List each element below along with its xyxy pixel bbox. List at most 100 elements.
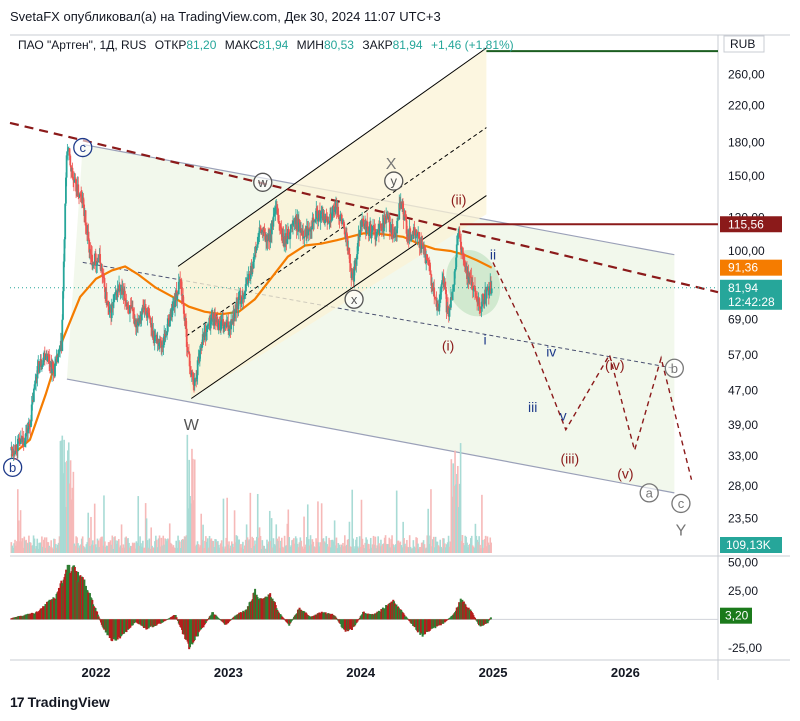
volume-bar: [348, 521, 351, 553]
candle: [222, 326, 225, 329]
volume-bar: [467, 547, 469, 553]
volume-bar: [24, 540, 27, 553]
volume-bar: [104, 541, 106, 553]
volume-bar: [138, 545, 140, 553]
volume-bar: [20, 541, 23, 553]
volume-bar: [124, 537, 127, 553]
candle: [58, 348, 61, 350]
candle: [404, 214, 406, 217]
time-tick-label: 2025: [479, 665, 508, 680]
oscillator-bar: [488, 619, 491, 621]
volume-bar: [286, 523, 289, 553]
volume-bar: [280, 540, 282, 553]
volume-bar: [305, 544, 307, 553]
volume-bar: [184, 536, 187, 553]
volume-bar: [288, 537, 291, 553]
volume-bar: [144, 503, 147, 553]
candle: [124, 300, 127, 303]
volume-bar: [120, 524, 123, 553]
candle: [180, 281, 183, 296]
wave-label: i: [484, 331, 487, 347]
candle: [462, 252, 465, 260]
volume-bar: [180, 539, 183, 553]
volume-bar: [17, 520, 20, 553]
volume-bar: [446, 542, 449, 553]
volume-bar: [205, 541, 208, 553]
volume-bar: [141, 546, 143, 553]
candle: [478, 298, 481, 307]
volume-bar: [40, 542, 42, 553]
candle: [263, 231, 266, 233]
volume-bar: [471, 545, 474, 553]
volume-bar: [462, 543, 465, 553]
volume-bar: [295, 538, 298, 553]
volume-bar: [223, 548, 226, 553]
candle: [61, 319, 64, 351]
volume-bar: [55, 547, 58, 553]
oscillator-bar: [291, 619, 294, 620]
volume-bar: [421, 542, 424, 553]
candle: [245, 282, 248, 285]
candle: [220, 319, 223, 322]
volume-bar: [460, 541, 463, 553]
volume-bar: [23, 536, 26, 553]
volume-bar: [269, 540, 272, 553]
volume-bar: [86, 542, 89, 553]
moving-average-line: [10, 232, 493, 457]
volume-bar: [360, 499, 363, 553]
volume-bar: [166, 541, 168, 553]
candle: [141, 307, 144, 315]
volume-bar: [476, 539, 479, 553]
volume-bar: [311, 539, 314, 553]
volume-bar: [18, 541, 21, 553]
volume-bar: [449, 541, 452, 553]
volume-bar: [486, 536, 489, 553]
volume-bar: [274, 545, 277, 553]
volume-bar: [81, 536, 84, 553]
volume-bar: [275, 524, 278, 553]
volume-bar: [381, 545, 383, 553]
volume-bar: [102, 545, 104, 553]
volume-bar: [477, 541, 480, 553]
volume-bar: [155, 539, 158, 553]
candle: [186, 347, 189, 352]
volume-bar: [176, 547, 178, 553]
rising-channel-mid: [185, 127, 487, 337]
candle: [62, 291, 64, 320]
candle: [252, 256, 255, 269]
candle: [378, 223, 381, 233]
candle: [319, 213, 322, 221]
volume-bar: [121, 547, 124, 553]
candle: [94, 253, 97, 266]
candle: [292, 221, 294, 226]
candle: [192, 373, 195, 385]
volume-bar: [32, 535, 35, 553]
candle: [287, 228, 290, 236]
candle: [177, 281, 180, 295]
candle: [14, 453, 16, 455]
volume-bar: [367, 543, 369, 553]
volume-bar: [65, 506, 67, 553]
candle: [324, 220, 326, 224]
candle: [71, 167, 74, 178]
volume-bar: [357, 548, 360, 553]
candle: [132, 311, 135, 314]
candle: [157, 339, 160, 347]
candle: [24, 441, 27, 443]
volume-bar: [331, 539, 334, 553]
oscillator-pane: 50,00 25,00 -25,00 3,20: [10, 555, 762, 655]
volume-bar: [93, 503, 96, 553]
tradingview-logo[interactable]: 17 TradingView: [10, 694, 110, 710]
candle: [488, 290, 491, 296]
candle: [326, 219, 329, 223]
candle: [48, 356, 51, 363]
candle: [166, 331, 168, 336]
candle: [470, 276, 473, 286]
volume-bar: [91, 544, 93, 553]
candle: [274, 206, 277, 213]
volume-bar: [443, 538, 445, 553]
currency-label: RUB: [730, 37, 755, 51]
candle: [331, 207, 334, 220]
candle: [59, 347, 61, 349]
